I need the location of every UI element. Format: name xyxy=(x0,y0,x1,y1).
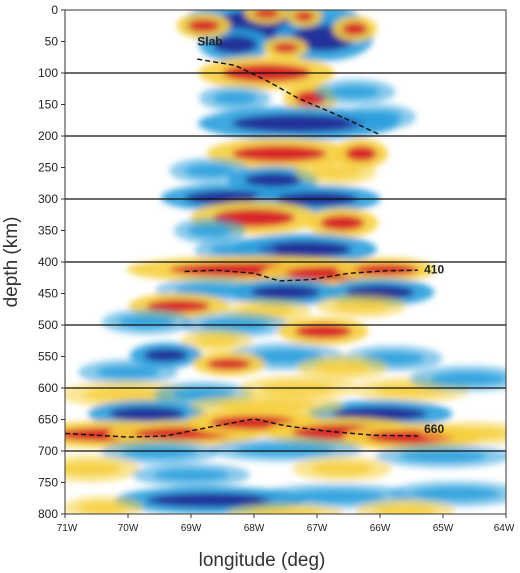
x-tick-label: 67W xyxy=(307,523,328,534)
x-tick-label: 65W xyxy=(433,523,454,534)
anomaly-core-66 xyxy=(285,490,387,503)
anomaly-core-49 xyxy=(430,372,506,385)
anomaly-core-64 xyxy=(153,469,229,481)
anomaly-core-12 xyxy=(231,114,365,133)
anomaly-core-43 xyxy=(313,361,371,375)
y-tick-label: 550 xyxy=(38,350,58,364)
x-tick-label: 66W xyxy=(370,523,391,534)
annotation-660: 660 xyxy=(424,422,444,436)
anomaly-core-42 xyxy=(206,358,251,370)
anomaly-core-60 xyxy=(235,444,336,456)
y-tick-label: 0 xyxy=(51,3,58,17)
y-tick-label: 700 xyxy=(38,444,58,458)
anomaly-core-52 xyxy=(216,399,317,412)
x-tick-label: 70W xyxy=(118,523,139,534)
y-tick-label: 400 xyxy=(38,255,58,269)
anomaly-core-35 xyxy=(118,315,176,329)
anomaly-core-44 xyxy=(96,365,160,379)
y-tick-label: 750 xyxy=(38,476,58,490)
anomaly-core-67 xyxy=(411,487,500,501)
reference-depth-lines xyxy=(65,72,506,452)
anomaly-core-62 xyxy=(65,461,122,476)
anomaly-core-19 xyxy=(184,190,273,205)
anomaly-core-40 xyxy=(247,349,324,364)
y-tick-label: 350 xyxy=(38,224,58,238)
anomaly-core-4 xyxy=(294,11,314,22)
y-tick-label: 600 xyxy=(38,381,58,395)
anomaly-core-65 xyxy=(146,493,273,508)
anomaly-core-68 xyxy=(77,502,128,514)
anomaly-core-69 xyxy=(247,508,324,514)
anomaly-core-63 xyxy=(310,462,374,475)
interface-line-660 xyxy=(65,418,418,438)
x-tick-label: 68W xyxy=(244,523,265,534)
anomaly-core-5 xyxy=(187,19,220,33)
y-tick-label: 150 xyxy=(38,98,58,112)
traced-interfaces xyxy=(65,58,418,438)
y-tick-label: 450 xyxy=(38,287,58,301)
anomaly-core-23 xyxy=(187,224,232,237)
anomaly-core-70 xyxy=(373,505,437,514)
anomaly-core-2 xyxy=(213,35,258,54)
anomaly-core-7 xyxy=(272,42,299,53)
x-tick-label: 71W xyxy=(57,523,78,534)
anomaly-core-39 xyxy=(143,348,188,362)
y-tick-label: 200 xyxy=(38,129,58,143)
anomaly-core-13 xyxy=(357,110,403,124)
anomaly-core-16 xyxy=(184,164,236,177)
anomaly-core-28 xyxy=(354,263,418,276)
anomaly-core-38 xyxy=(194,335,239,347)
anomaly-core-6 xyxy=(342,22,368,36)
anomaly-core-61 xyxy=(398,450,488,462)
anomaly-core-3 xyxy=(254,10,280,19)
anomaly-core-24 xyxy=(257,241,352,258)
anomaly-core-11 xyxy=(329,85,380,99)
anomaly-core-29 xyxy=(175,284,245,297)
y-tick-label: 300 xyxy=(38,192,58,206)
annotation-410: 410 xyxy=(424,263,444,277)
anomaly-core-30 xyxy=(250,285,321,300)
interface-line-slab xyxy=(197,58,381,136)
x-axis: 71W 70W 69W 68W 67W 66W 65W 64W xyxy=(57,514,515,534)
anomaly-core-45 xyxy=(83,387,173,402)
anomaly-core-37 xyxy=(294,324,352,339)
anomaly-core-59 xyxy=(121,446,198,458)
annotations: Slab 410 660 xyxy=(197,34,444,436)
x-tick-label: 64W xyxy=(494,523,515,534)
anomaly-core-34 xyxy=(332,300,390,312)
anomaly-core-22 xyxy=(320,215,365,231)
y-tick-label: 250 xyxy=(38,161,58,175)
y-tick-label: 100 xyxy=(38,66,58,80)
y-tick-label: 500 xyxy=(38,318,58,332)
anomaly-core-14 xyxy=(231,145,327,162)
anomaly-core-18 xyxy=(310,166,362,179)
anomaly-core-15 xyxy=(345,146,377,162)
y-tick-label: 800 xyxy=(38,507,58,521)
anomaly-core-10 xyxy=(213,91,258,105)
y-tick-label: 650 xyxy=(38,413,58,427)
x-tick-label: 69W xyxy=(181,523,202,534)
anomaly-core-32 xyxy=(146,299,210,313)
annotation-slab: Slab xyxy=(197,34,222,48)
anomaly-core-50 xyxy=(109,406,185,421)
anomaly-core-51 xyxy=(332,406,428,421)
anomaly-core-58 xyxy=(439,427,506,440)
anomaly-core-17 xyxy=(244,173,302,188)
y-axis-title: depth (km) xyxy=(1,217,22,308)
anomaly-core-25 xyxy=(209,244,261,257)
y-axis: 0 50 100 150 200 250 300 350 400 450 500 550 600 650 7… xyxy=(38,3,65,521)
x-axis-title: longitude (deg) xyxy=(199,550,326,571)
y-tick-label: 50 xyxy=(45,35,59,49)
